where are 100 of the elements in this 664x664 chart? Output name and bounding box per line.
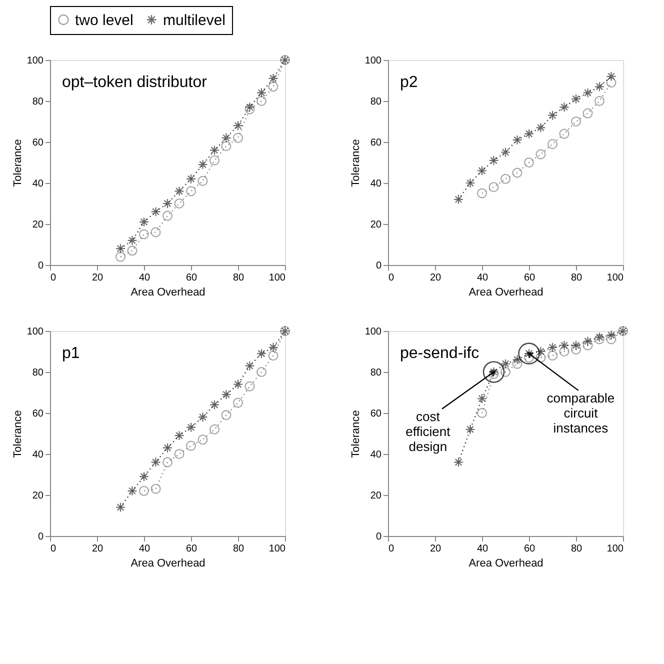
point <box>524 157 534 168</box>
point <box>500 147 511 158</box>
point <box>186 174 196 184</box>
point <box>162 457 173 468</box>
point <box>453 194 464 204</box>
y-tick-label: 0 <box>376 532 382 542</box>
point <box>512 168 522 178</box>
point <box>221 390 232 400</box>
text: pe-send-ifc <box>400 345 480 362</box>
y-tick-label: 40 <box>32 450 44 460</box>
point <box>524 128 534 139</box>
point <box>256 88 267 98</box>
y-tick-label: 60 <box>370 408 382 420</box>
point <box>570 340 582 350</box>
legend-label: two level <box>75 12 134 29</box>
point <box>209 400 220 410</box>
point <box>115 502 126 512</box>
text: p1 <box>62 345 80 362</box>
point <box>582 340 593 350</box>
x-tick-label: 20 <box>430 544 442 554</box>
point <box>570 116 582 127</box>
y-tick-label: 60 <box>32 138 44 148</box>
x-tick-label: 0 <box>50 272 56 284</box>
point <box>232 120 244 131</box>
point <box>465 178 476 188</box>
point <box>500 358 511 369</box>
point <box>559 340 570 350</box>
x-tick-label: 100 <box>606 272 624 284</box>
y-tick-label: 20 <box>370 490 382 502</box>
point <box>150 457 161 468</box>
point <box>453 457 464 468</box>
point <box>606 330 616 340</box>
point <box>268 350 278 361</box>
x-tick-label: 0 <box>388 544 394 554</box>
point <box>162 210 173 221</box>
x-tick-label: 100 <box>268 544 286 554</box>
point <box>547 110 558 120</box>
y-tick-label: 80 <box>370 96 382 108</box>
point <box>115 244 126 254</box>
point <box>174 448 184 460</box>
point <box>559 346 570 357</box>
point <box>127 486 138 496</box>
y-tick-label: 40 <box>370 450 382 460</box>
x-tick-label: 40 <box>138 544 150 554</box>
x-axis-title: Area Overhead <box>468 286 544 298</box>
y-tick-label: 20 <box>370 220 382 230</box>
point <box>268 73 278 84</box>
point <box>209 145 220 156</box>
x-axis-title: Area Overhead <box>130 558 206 570</box>
y-axis-title: Tolerance <box>350 410 362 458</box>
point <box>174 186 184 196</box>
point <box>582 88 593 98</box>
legend-label: multilevel <box>163 12 226 29</box>
point <box>582 336 593 346</box>
point <box>150 206 161 217</box>
y-tick-label: 40 <box>32 178 44 190</box>
x-tick-label: 60 <box>186 272 198 284</box>
point <box>488 155 499 166</box>
point <box>232 132 244 143</box>
point <box>512 134 522 145</box>
y-tick-label: 20 <box>32 220 44 230</box>
point <box>512 358 522 369</box>
x-tick-label: 20 <box>92 544 104 554</box>
point <box>256 348 267 359</box>
point <box>127 246 138 256</box>
y-axis-title: Tolerance <box>350 139 362 187</box>
y-tick-label: 100 <box>26 326 44 338</box>
x-tick-label: 80 <box>232 272 244 284</box>
point <box>174 198 184 209</box>
x-axis-title: Area Overhead <box>468 558 544 570</box>
y-tick-label: 100 <box>364 326 382 338</box>
point <box>536 149 546 160</box>
x-tick-label: 0 <box>388 272 394 284</box>
point <box>606 78 616 88</box>
y-tick-label: 0 <box>38 260 44 272</box>
point <box>232 379 244 390</box>
y-tick-label: 60 <box>32 408 44 420</box>
y-tick-label: 80 <box>32 96 44 108</box>
y-tick-label: 100 <box>364 56 382 66</box>
point <box>244 360 255 371</box>
point <box>547 350 558 361</box>
point <box>150 484 161 494</box>
x-tick-label: 60 <box>524 272 536 284</box>
point <box>476 408 488 418</box>
x-tick-label: 80 <box>570 272 582 284</box>
point <box>488 182 499 192</box>
point <box>500 174 511 184</box>
point <box>198 434 208 445</box>
point <box>127 235 138 246</box>
x-tick-label: 100 <box>268 272 286 284</box>
y-tick-label: 0 <box>38 532 44 542</box>
point <box>559 128 570 139</box>
x-tick-label: 40 <box>476 544 488 554</box>
x-tick-label: 40 <box>476 272 488 284</box>
y-axis-title: Tolerance <box>12 139 24 187</box>
point <box>198 176 208 186</box>
y-tick-label: 100 <box>26 56 44 66</box>
annotation: comparable circuit instances <box>546 390 615 436</box>
point <box>162 198 173 209</box>
y-tick-label: 80 <box>370 368 382 378</box>
